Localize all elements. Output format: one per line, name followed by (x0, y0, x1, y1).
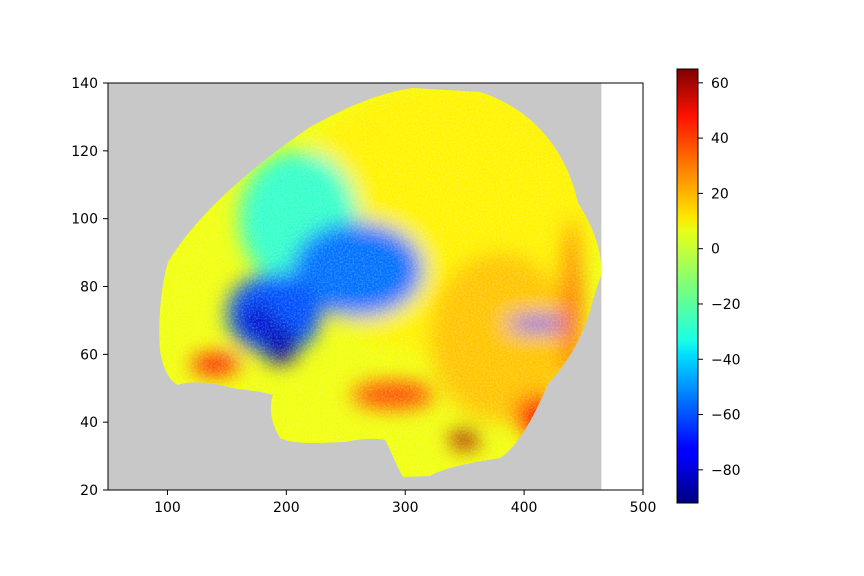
colorbar-ticks: 60 40 20 0 −20 −40 −60 −80 (698, 76, 741, 479)
colorbar-gradient (676, 68, 699, 504)
colorbar-tick-label: −40 (711, 352, 741, 368)
colorbar-tick-label: 60 (711, 76, 729, 92)
x-tick-label: 200 (273, 500, 300, 516)
x-tick-label: 400 (511, 500, 538, 516)
x-tick-label: 100 (154, 500, 181, 516)
heatmap-image (159, 88, 602, 477)
colorbar-tick-label: 20 (711, 186, 729, 202)
x-axis: 100 200 300 400 500 (154, 490, 656, 516)
y-tick-label: 20 (80, 483, 98, 499)
colorbar-tick-label: −20 (711, 297, 741, 313)
y-tick-label: 80 (80, 280, 98, 296)
colorbar-tick-label: −80 (711, 463, 741, 479)
y-tick-label: 60 (80, 347, 98, 363)
plot-area: 100 200 300 400 500 20 40 60 80 100 120 140 (71, 76, 656, 516)
y-axis: 20 40 60 80 100 120 140 (71, 76, 108, 499)
y-tick-label: 40 (80, 415, 98, 431)
y-tick-label: 140 (71, 76, 98, 92)
colorbar: 60 40 20 0 −20 −40 −60 −80 (676, 68, 741, 504)
y-tick-label: 120 (71, 144, 98, 160)
colorbar-tick-label: −60 (711, 408, 741, 424)
x-tick-label: 500 (630, 500, 657, 516)
colorbar-tick-label: 40 (711, 131, 729, 147)
colorbar-tick-label: 0 (711, 242, 720, 258)
x-tick-label: 300 (392, 500, 419, 516)
y-tick-label: 100 (71, 212, 98, 228)
